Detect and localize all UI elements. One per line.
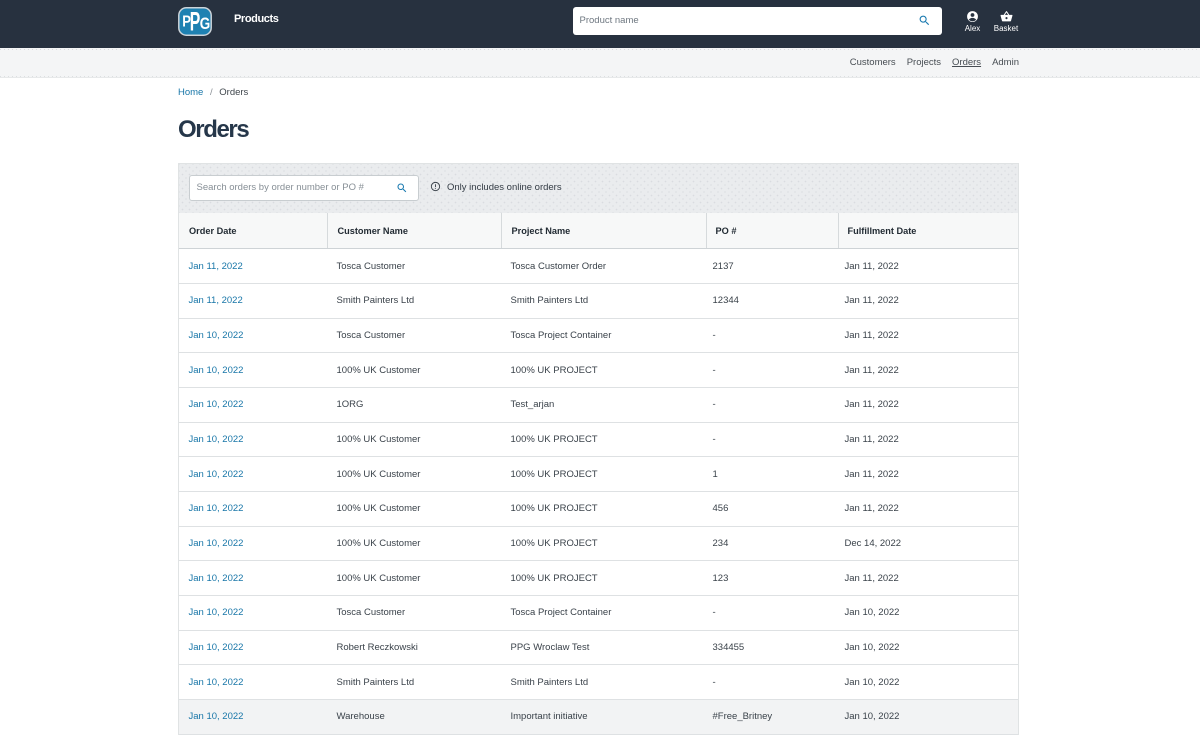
svg-text:P: P xyxy=(190,7,201,36)
svg-text:G: G xyxy=(200,14,211,33)
svg-text:P: P xyxy=(182,14,191,31)
